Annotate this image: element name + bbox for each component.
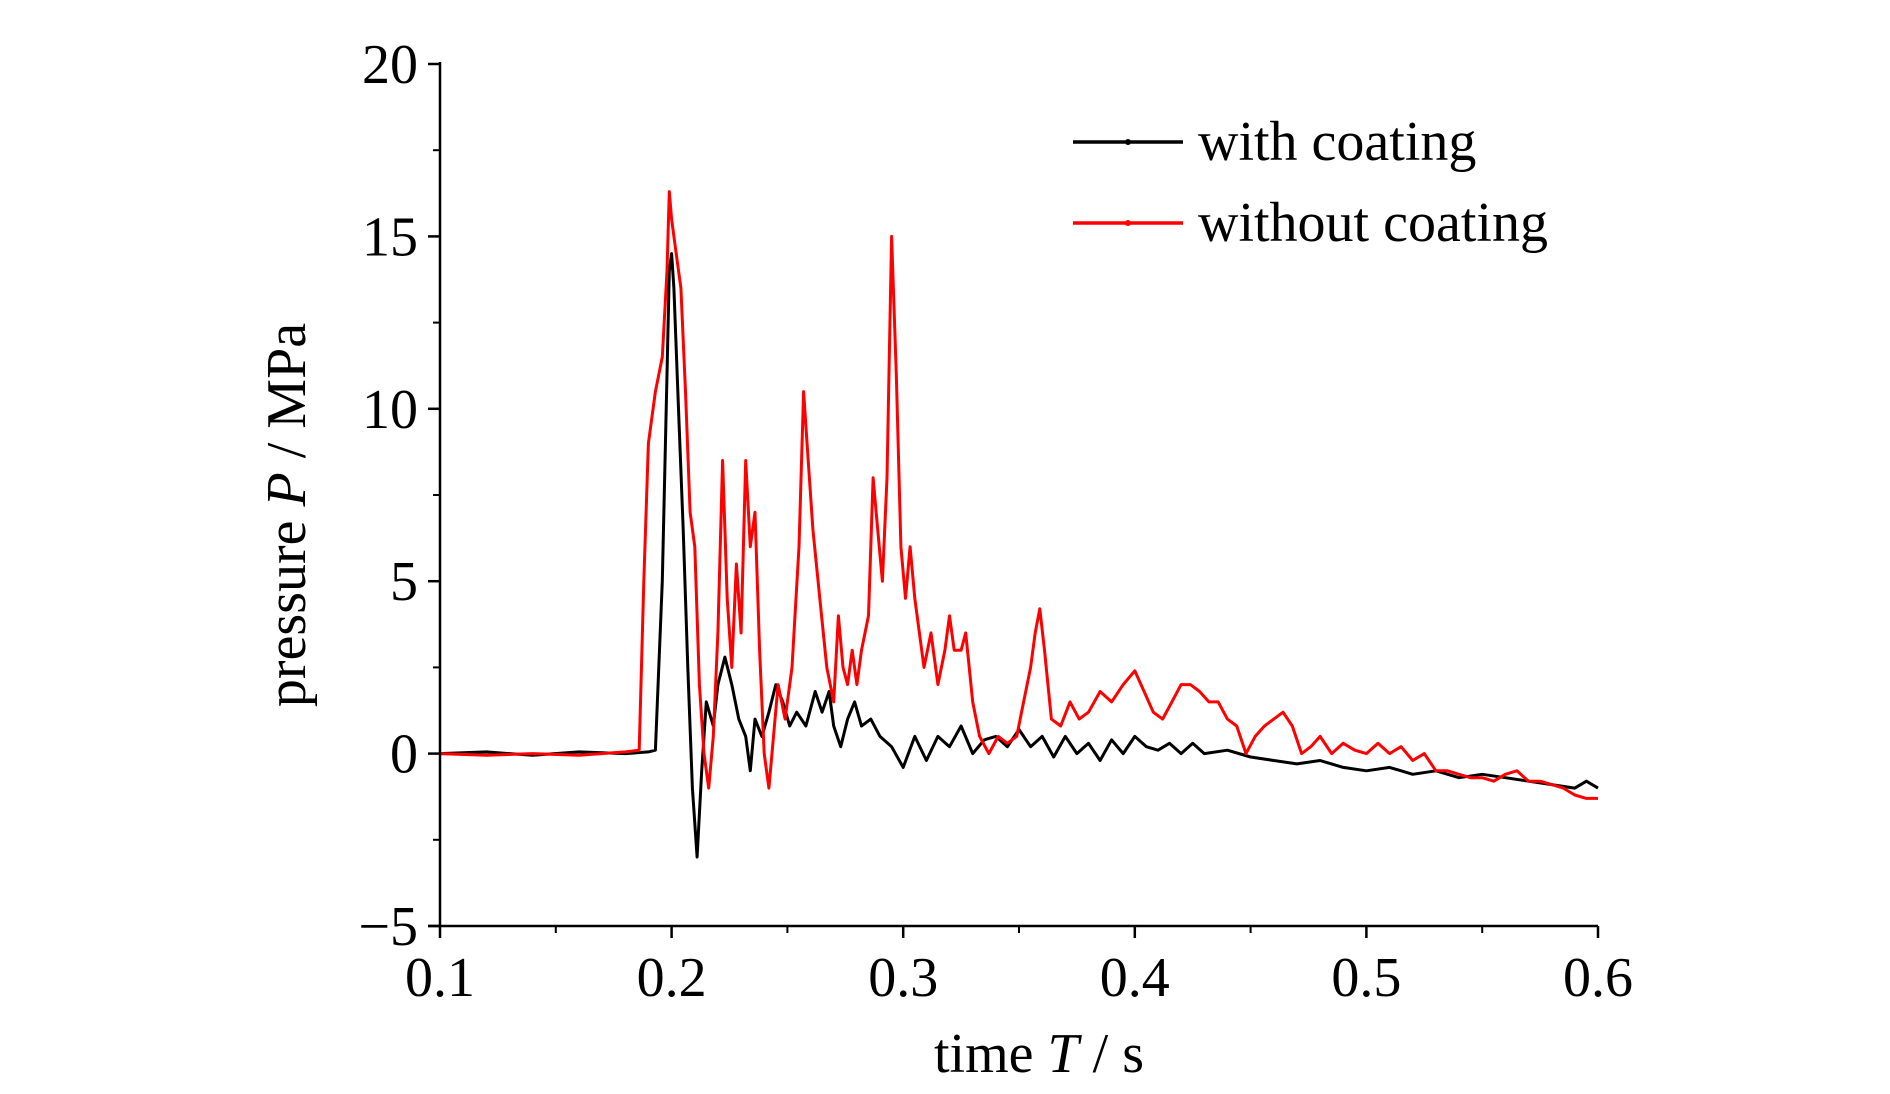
y-tick-label: −5	[358, 896, 418, 958]
y-tick-label: 5	[390, 551, 418, 613]
x-axis-title-prefix: time	[934, 1023, 1048, 1085]
series-line-with-coating	[439, 252, 1599, 859]
x-tick-label: 0.3	[868, 947, 938, 1009]
x-tick-label: 0.1	[405, 947, 475, 1009]
x-axis-title-symbol: T	[1048, 1023, 1083, 1085]
y-axis-title: pressure P / MPa	[256, 323, 318, 707]
x-ticks: 0.1 0.2 0.3 0.4 0.5 0.6	[405, 926, 1633, 1009]
legend-marker	[1125, 139, 1131, 145]
axes: 0.1 0.2 0.3 0.4 0.5 0.6 −5 0 5 10 15 20	[358, 34, 1633, 1009]
y-tick-label: 0	[390, 724, 418, 786]
y-tick-label: 10	[362, 379, 418, 441]
legend: with coating without coating	[1073, 111, 1548, 254]
plot-traces	[439, 190, 1599, 859]
y-tick-label: 20	[362, 34, 418, 96]
series-line-without-coating	[439, 190, 1598, 800]
y-tick-label: 15	[362, 206, 418, 268]
y-axis-title-unit: / MPa	[256, 323, 318, 472]
x-tick-label: 0.6	[1563, 947, 1633, 1009]
y-axis-title-symbol: P	[256, 472, 318, 507]
legend-label: without coating	[1198, 192, 1548, 254]
x-axis-title: time T / s	[934, 1023, 1144, 1085]
x-tick-label: 0.5	[1331, 947, 1401, 1009]
legend-marker	[1125, 220, 1131, 226]
y-axis-title-prefix: pressure	[256, 506, 318, 707]
x-tick-label: 0.2	[637, 947, 707, 1009]
x-axis-title-unit: / s	[1079, 1023, 1144, 1085]
legend-label: with coating	[1198, 111, 1476, 173]
y-ticks: −5 0 5 10 15 20	[358, 34, 440, 958]
x-tick-label: 0.4	[1100, 947, 1170, 1009]
